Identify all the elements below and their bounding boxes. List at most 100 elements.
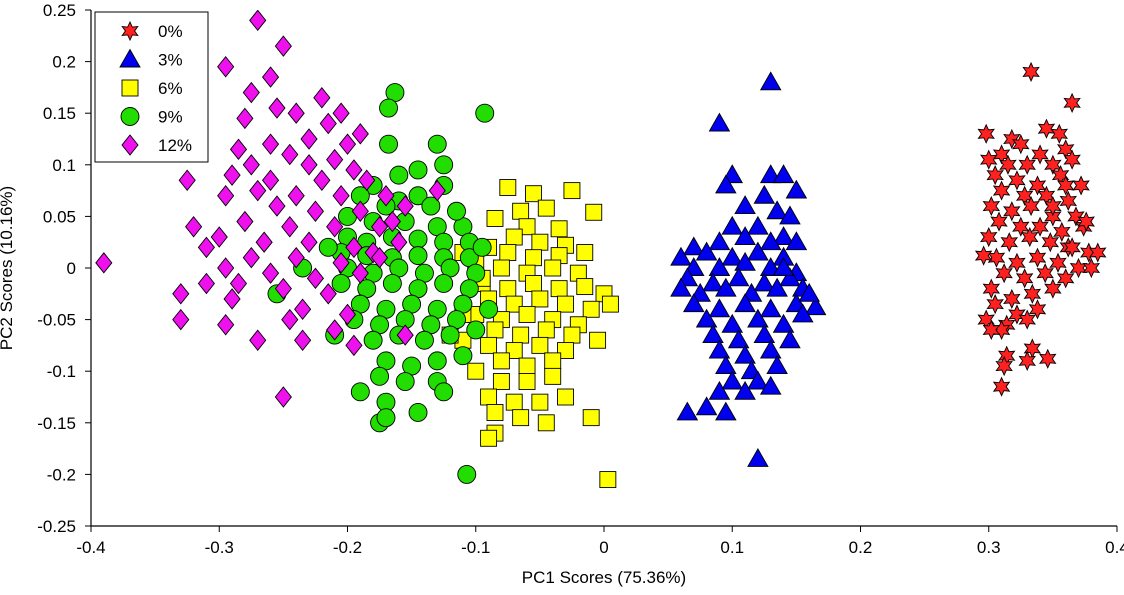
data-point-square [576, 278, 594, 296]
data-point-diamond [396, 324, 414, 346]
data-point-triangle [715, 401, 737, 421]
data-point-star [992, 144, 1011, 165]
data-point-diamond [172, 283, 190, 305]
series-6-pct [441, 179, 619, 489]
x-axis-ticks: -0.4 -0.3 -0.2 -0.1 0 0.1 0.2 0.3 0.4 [76, 526, 1124, 557]
data-point-star [977, 123, 995, 144]
data-point-star [1021, 226, 1039, 248]
data-point-star [1063, 149, 1081, 170]
data-point-square [563, 182, 581, 200]
y-axis-title: PC2 Scores (10.16%) [0, 186, 16, 350]
data-point-triangle [779, 267, 801, 287]
y-tick-label: 0.2 [52, 53, 76, 72]
data-point-star [974, 245, 993, 266]
legend-label: 9% [158, 108, 183, 127]
data-point-diamond [319, 283, 337, 305]
data-point-circle [434, 155, 454, 175]
data-point-star [1003, 201, 1021, 222]
data-point-circle [370, 366, 390, 386]
data-point-square [467, 362, 485, 380]
data-point-triangle [682, 236, 705, 256]
data-point-diamond [178, 169, 196, 192]
data-point-triangle [772, 226, 795, 245]
data-point-diamond [281, 308, 299, 331]
data-point-diamond [274, 277, 292, 300]
data-point-diamond [242, 81, 260, 104]
data-point-triangle [804, 296, 827, 316]
data-point-square [505, 393, 523, 411]
data-point-star [1082, 257, 1101, 279]
data-point-diamond [332, 252, 350, 274]
data-point-triangle [708, 231, 731, 251]
data-point-diamond [326, 215, 344, 238]
data-point-star [1018, 154, 1036, 175]
data-point-triangle [708, 298, 731, 318]
data-point-diamond [300, 231, 318, 253]
data-point-triangle [670, 246, 692, 266]
data-point-diamond [313, 86, 331, 109]
data-point-diamond [396, 195, 414, 217]
data-point-circle [389, 165, 409, 185]
series-9-pct [267, 83, 499, 484]
data-point-star [982, 319, 1001, 341]
data-point-square [557, 295, 574, 313]
data-point-square [599, 471, 617, 489]
data-point-diamond [319, 112, 337, 135]
legend-label: 3% [158, 51, 183, 70]
data-point-circle [434, 382, 454, 402]
data-point-star [1063, 92, 1081, 113]
data-point-star [1041, 232, 1060, 253]
data-point-triangle [715, 277, 737, 297]
legend-label: 0% [158, 22, 183, 41]
y-tick-label: -0.25 [37, 517, 76, 536]
data-point-diamond [332, 102, 350, 124]
data-point-square [550, 220, 568, 238]
data-point-diamond [185, 215, 203, 238]
data-point-star [1056, 268, 1075, 289]
data-point-square [480, 429, 498, 447]
data-point-square [486, 210, 504, 227]
x-tick-label: 0.3 [977, 538, 1001, 557]
data-point-square [518, 373, 536, 390]
data-point-diamond [229, 272, 248, 295]
data-point-diamond [172, 308, 190, 331]
data-point-star [1003, 128, 1021, 150]
data-point-diamond [383, 210, 401, 233]
data-point-square [486, 404, 504, 421]
data-point-diamond [345, 159, 363, 181]
data-point-triangle [759, 339, 782, 359]
data-point-star [982, 278, 1001, 299]
data-point-square [544, 367, 562, 385]
data-point-star [1028, 247, 1047, 268]
data-point-square [550, 280, 568, 298]
data-point-triangle [759, 231, 782, 251]
data-point-diamond [345, 334, 363, 357]
data-point-star [1023, 283, 1042, 304]
data-point-diamond [210, 226, 228, 248]
data-point-diamond [287, 246, 305, 269]
data-point-triangle [715, 174, 737, 194]
data-point-star [1031, 216, 1049, 237]
data-point-circle [379, 98, 398, 118]
data-point-triangle [779, 205, 801, 225]
data-point-star [1000, 232, 1018, 253]
data-point-star [1037, 118, 1056, 139]
data-point-star [1022, 195, 1040, 217]
data-point-square [480, 336, 498, 354]
legend-box [94, 11, 209, 163]
data-point-triangle [708, 112, 731, 132]
data-point-diamond [332, 185, 350, 207]
data-point-star [1015, 268, 1034, 289]
data-point-diamond [197, 272, 216, 295]
data-point-diamond [294, 298, 312, 321]
data-point-square [557, 388, 574, 406]
data-point-triangle [747, 370, 769, 390]
y-tick-label: 0 [67, 259, 76, 278]
data-point-star [1012, 134, 1030, 155]
data-point-star [986, 165, 1004, 186]
data-point-star [1037, 185, 1056, 206]
data-point-triangle [759, 71, 782, 91]
x-tick-label: 0.2 [849, 538, 873, 557]
data-point-diamond [261, 66, 280, 88]
